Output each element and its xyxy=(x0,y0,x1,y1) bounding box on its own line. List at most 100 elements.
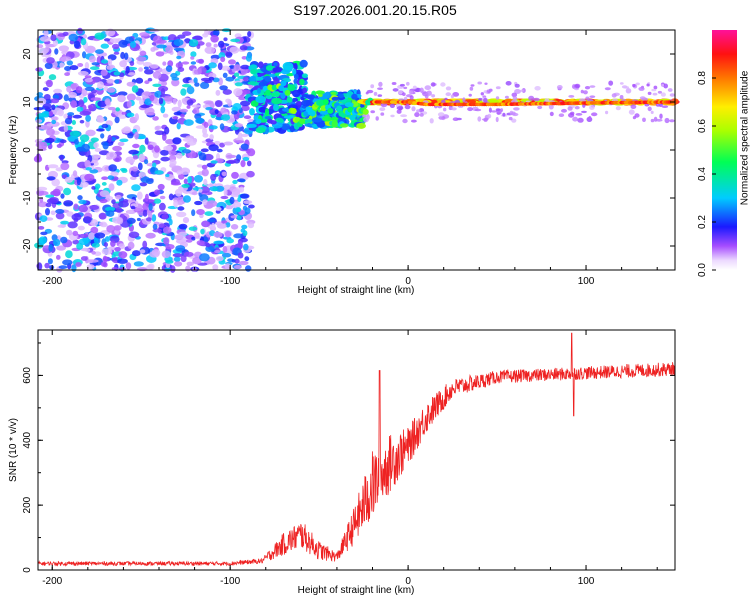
spectrogram-cell xyxy=(302,87,308,94)
spectrogram-cell xyxy=(219,123,225,131)
spectrogram-cell xyxy=(486,89,491,93)
tone-track-mark xyxy=(322,99,329,105)
spectrogram-cell xyxy=(192,256,202,265)
spectrogram-cell xyxy=(84,159,91,167)
spectrogram-cell xyxy=(156,44,168,49)
spectrogram-cell xyxy=(80,256,88,261)
spectrogram-cell xyxy=(438,115,446,120)
spectrogram-cell xyxy=(330,91,337,95)
spectrogram-cell xyxy=(267,73,278,78)
spectrogram-cell xyxy=(402,92,406,96)
spectrogram-cell xyxy=(57,108,64,117)
tone-track-mark xyxy=(349,114,356,121)
spectrogram-cell xyxy=(177,99,182,108)
spectrogram-cell xyxy=(185,265,191,272)
spectrogram-cell xyxy=(91,186,96,190)
spectrogram-cell xyxy=(176,170,183,175)
spectrogram-cell xyxy=(194,232,200,239)
spectrogram-cell xyxy=(77,63,84,67)
spectrogram-cell xyxy=(225,51,233,58)
snr-frame xyxy=(37,329,676,571)
spectrogram-cell xyxy=(581,110,587,114)
spectrogram-cell xyxy=(204,79,213,84)
spectrogram-cell xyxy=(247,148,256,157)
spectrogram-cell xyxy=(142,240,148,249)
spectrogram-cell xyxy=(205,243,211,248)
spectrogram-cell xyxy=(136,56,147,62)
spectrogram-cell xyxy=(39,215,48,223)
spectrogram-cell xyxy=(196,164,203,168)
spectrogram-cell xyxy=(126,217,136,224)
spectrogram-cell xyxy=(411,106,416,112)
spectrogram-cell xyxy=(191,104,202,108)
spectrogram-cell xyxy=(619,82,624,85)
spectrogram-cell xyxy=(584,86,591,90)
spectrogram-cell xyxy=(250,100,259,107)
spectrogram-cell xyxy=(495,116,499,123)
spectrogram-cell xyxy=(48,74,57,81)
spectrogram-cell xyxy=(424,85,432,91)
spectrogram-cell xyxy=(669,119,675,123)
spectrogram-cell xyxy=(94,232,106,239)
spectrogram-cell xyxy=(176,211,187,218)
spectrogram-cell xyxy=(84,173,95,182)
spectrogram-cell xyxy=(440,82,446,87)
spectrogram-cell xyxy=(222,246,228,253)
spectrogram-cell xyxy=(198,152,207,161)
spectrogram-cell xyxy=(90,137,99,143)
spectrogram-cell xyxy=(190,61,197,65)
spectrogram-cell xyxy=(119,60,127,68)
spectrogram-cell xyxy=(297,101,303,105)
spectrogram-cell xyxy=(160,156,170,162)
spectrogram-cell xyxy=(90,97,101,101)
spectrogram-cell xyxy=(356,122,366,129)
spectrogram-cell xyxy=(604,87,611,91)
spectrogram-cell xyxy=(157,183,165,191)
spectrogram-cell xyxy=(281,69,290,75)
spectrogram-cell xyxy=(225,205,234,210)
tone-track-mark xyxy=(265,89,271,96)
spectrogram-cell xyxy=(67,221,78,229)
spectrogram-cell xyxy=(169,265,176,273)
spectrogram-cell xyxy=(47,258,53,265)
spectrogram-cell xyxy=(144,159,149,165)
spectrogram-cell xyxy=(195,125,206,129)
spectrogram-cell xyxy=(116,179,123,186)
spectrogram-cell xyxy=(76,106,84,112)
spectrogram-cell xyxy=(68,33,79,42)
spectrogram-cell xyxy=(271,97,283,105)
spectrogram-cell xyxy=(36,113,48,118)
spectrogram-cell xyxy=(52,94,60,100)
spectrogram-cell xyxy=(68,91,77,99)
spectrogram-cell xyxy=(203,100,214,105)
spectrogram-cell xyxy=(133,261,144,267)
spectrogram-cell xyxy=(95,183,101,190)
spectrogram-cell xyxy=(165,244,175,250)
spectrogram-cell xyxy=(144,193,149,202)
spectrogram-cell xyxy=(291,97,299,102)
spectrogram-cell xyxy=(231,110,238,115)
spectrogram-cell xyxy=(50,210,56,216)
spectrogram-cell xyxy=(96,116,105,123)
spectrogram-cell xyxy=(50,34,57,42)
spectrogram-cell xyxy=(60,162,70,171)
spectrogram-cell xyxy=(115,194,122,200)
snr-series-line xyxy=(37,332,676,567)
spectrogram-cell xyxy=(156,39,167,44)
snr-x-label: Height of straight line (km) xyxy=(298,585,415,596)
spectrogram-cell xyxy=(106,156,112,160)
spectrogram-cell xyxy=(169,159,177,166)
spectrogram-cell xyxy=(163,95,174,102)
spectrogram-cell xyxy=(215,206,222,211)
spectrogram-cell xyxy=(52,188,61,197)
spectrogram-cell xyxy=(89,205,100,210)
spectrogram-cell xyxy=(142,62,153,67)
spectrogram-y-tick-label: 0 xyxy=(22,147,33,153)
spectrogram-cell xyxy=(194,175,203,183)
spectrogram-cell xyxy=(480,92,484,96)
spectrogram-cell xyxy=(77,225,85,231)
spectrogram-cell xyxy=(100,133,105,139)
spectrogram-cell xyxy=(114,79,120,84)
spectrogram-cell xyxy=(378,81,383,87)
spectrogram-cell xyxy=(50,98,60,104)
